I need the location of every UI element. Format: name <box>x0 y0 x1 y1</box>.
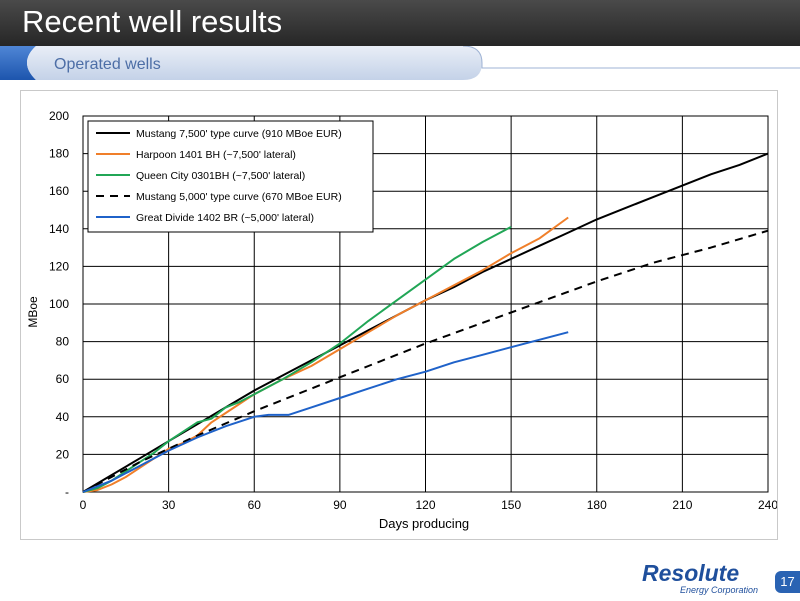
x-tick-label: 240 <box>758 498 777 512</box>
well-results-chart: - 20 40 60 80 100 120 140 160 180 200 0 30 60 90 120 15… <box>26 109 779 531</box>
chart-container: - 20 40 60 80 100 120 140 160 180 200 0 30 60 90 120 15… <box>20 90 778 540</box>
y-tick-label: 140 <box>49 222 69 236</box>
legend-entry: Queen City 0301BH (~7,500' lateral) <box>136 170 305 182</box>
x-tick-label: 150 <box>501 498 521 512</box>
chart-series <box>82 152 769 493</box>
y-tick-label: 40 <box>56 410 70 424</box>
legend-box <box>87 120 374 233</box>
page-title: Recent well results <box>22 4 283 39</box>
logo-tagline: Energy Corporation <box>680 585 758 595</box>
logo-wordmark: Resolute <box>642 560 739 586</box>
x-axis-ticks: 0 30 60 90 120 150 180 210 240 <box>80 498 779 512</box>
x-tick-label: 90 <box>333 498 347 512</box>
x-tick-label: 120 <box>415 498 435 512</box>
chart-grid <box>82 115 769 493</box>
page-number: 17 <box>775 571 800 593</box>
y-tick-label: 20 <box>56 447 70 461</box>
legend-entry: Mustang 5,000' type curve (670 MBoe EUR) <box>136 191 342 203</box>
y-axis-label: MBoe <box>26 296 40 328</box>
y-tick-label: 80 <box>56 335 70 349</box>
x-tick-label: 210 <box>672 498 692 512</box>
y-tick-label: - <box>65 485 69 499</box>
y-tick-label: 100 <box>49 297 69 311</box>
y-tick-label: 180 <box>49 147 69 161</box>
y-axis-ticks: - 20 40 60 80 100 120 140 160 180 200 <box>49 109 69 499</box>
title-bar: Recent well results <box>0 0 800 46</box>
x-axis-label: Days producing <box>379 516 469 531</box>
legend-entry: Mustang 7,500' type curve (910 MBoe EUR) <box>136 128 342 140</box>
legend-entry: Great Divide 1402 BR (~5,000' lateral) <box>136 212 314 224</box>
x-tick-label: 180 <box>587 498 607 512</box>
subtitle-banner: Operated wells <box>0 45 800 80</box>
chart-legend: Mustang 7,500' type curve (910 MBoe EUR)… <box>87 120 374 233</box>
x-tick-label: 0 <box>80 498 87 512</box>
subtitle-bar: Operated wells <box>0 45 800 80</box>
x-tick-label: 60 <box>248 498 262 512</box>
plot-frame <box>82 115 769 493</box>
x-tick-label: 30 <box>162 498 176 512</box>
subtitle-text: Operated wells <box>54 56 161 73</box>
y-tick-label: 200 <box>49 109 69 123</box>
y-tick-label: 120 <box>49 259 69 273</box>
logo-image: Resolute Energy Corporation <box>642 560 758 595</box>
y-tick-label: 60 <box>56 372 70 386</box>
legend-entry: Harpoon 1401 BH (~7,500' lateral) <box>136 149 296 161</box>
series-line-4 <box>82 229 769 493</box>
series-line-5 <box>82 331 569 493</box>
y-tick-label: 160 <box>49 184 69 198</box>
company-logo: Resolute Energy Corporation <box>636 558 766 596</box>
